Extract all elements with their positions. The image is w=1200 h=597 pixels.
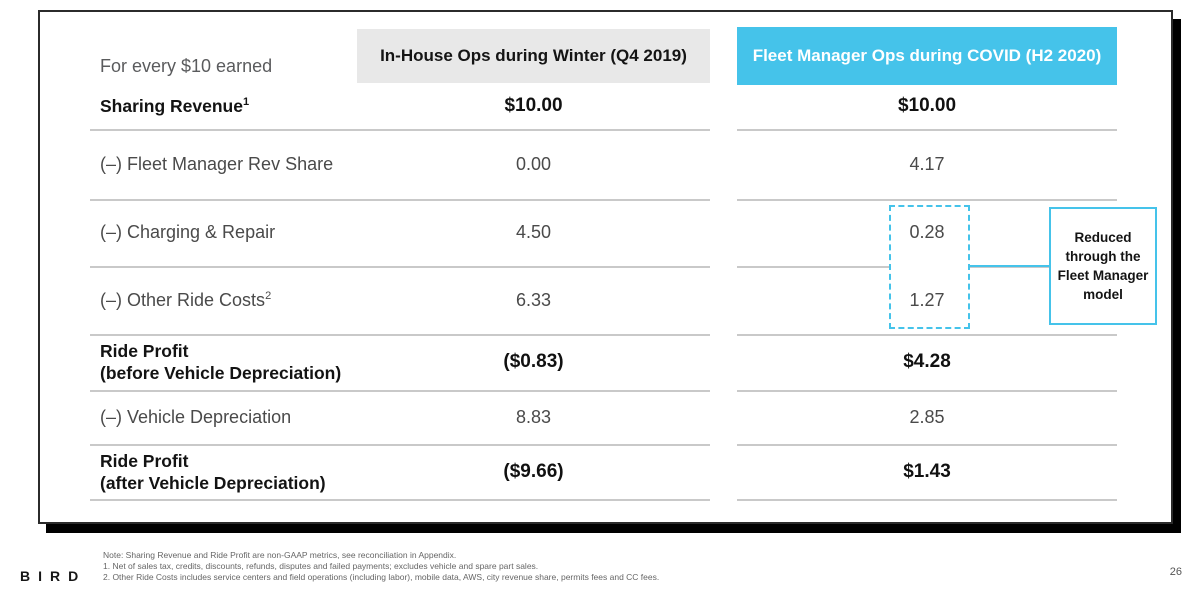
cell-inhouse-rev-share: 0.00 [515,153,552,174]
row-label-text: Sharing Revenue [100,95,243,116]
row-divider [737,334,1117,336]
row-divider [737,499,1117,501]
footnote-line: 1. Net of sales tax, credits, discounts,… [103,561,539,571]
row-divider [90,334,710,336]
unit-economics-table: For every $10 earned In-House Ops during… [38,10,1173,524]
row-label-text: (–) Vehicle Depreciation [100,406,292,427]
row-label-line2: (after Vehicle Depreciation) [100,472,326,493]
callout-box: Reduced through the Fleet Manager model [1049,207,1157,325]
row-label-vehicle-depreciation: (–) Vehicle Depreciation [100,390,370,444]
row-divider [90,444,710,446]
footnote-marker: 2 [265,290,272,302]
row-label-line1: Ride Profit [100,341,189,361]
page-number: 26 [1169,566,1182,578]
footnote-marker: 1 [242,96,250,108]
row-label-other-ride-costs: (–) Other Ride Costs 2 [100,266,370,334]
cell-inhouse-vehicle-depreciation: 8.83 [515,406,552,427]
cell-fleet-sharing-revenue: $10.00 [897,95,957,116]
row-divider [90,499,710,501]
row-label-text: (–) Other Ride Costs [100,289,266,310]
callout-connector-line [970,265,1050,267]
dashed-highlight-box [889,205,970,329]
cell-fleet-vehicle-depreciation: 2.85 [909,406,945,427]
footnote-line: Note: Sharing Revenue and Ride Profit ar… [103,550,457,560]
cell-fleet-rev-share: 4.17 [909,153,945,174]
row-divider [737,199,1117,201]
cell-inhouse-sharing-revenue: $10.00 [504,95,563,116]
row-divider [737,390,1117,392]
footnotes: Note: Sharing Revenue and Ride Profit ar… [103,550,659,583]
row-divider [90,199,710,201]
column-header-inhouse: In-House Ops during Winter (Q4 2019) [357,29,710,83]
cell-inhouse-charging-repair: 4.50 [515,222,552,242]
row-label-sharing-revenue: Sharing Revenue 1 [100,83,370,129]
row-divider [737,129,1117,131]
row-label-ride-profit-after: Ride Profit (after Vehicle Depreciation) [100,444,370,499]
column-header-fleet-manager: Fleet Manager Ops during COVID (H2 2020) [737,27,1117,85]
row-label-ride-profit-before: Ride Profit (before Vehicle Depreciation… [100,334,370,390]
row-divider [90,266,710,268]
row-label-fleet-manager-rev-share: (–) Fleet Manager Rev Share [100,129,370,199]
cell-inhouse-other-ride-costs: 6.33 [515,289,552,310]
row-label-line1: Ride Profit [100,450,189,471]
bird-logo: BIRD [20,568,87,584]
row-divider [90,129,710,131]
row-label-text: (–) Charging & Repair [100,222,276,242]
table-corner-label: For every $10 earned [100,55,273,76]
row-divider [737,444,1117,446]
row-divider [90,390,710,392]
cell-fleet-charging-repair: 0.28 [909,222,945,242]
cell-fleet-other-ride-costs: 1.27 [909,289,945,310]
cell-fleet-ride-profit-before: $4.28 [903,351,951,372]
cell-inhouse-ride-profit-after: ($9.66) [503,460,564,482]
cell-fleet-ride-profit-after: $1.43 [903,460,951,482]
row-label-text: (–) Fleet Manager Rev Share [100,153,334,174]
cell-inhouse-ride-profit-before: ($0.83) [503,351,564,372]
footnote-line: 2. Other Ride Costs includes service cen… [103,572,660,582]
row-label-line2: (before Vehicle Depreciation) [100,363,342,383]
row-label-charging-repair: (–) Charging & Repair [100,199,370,266]
